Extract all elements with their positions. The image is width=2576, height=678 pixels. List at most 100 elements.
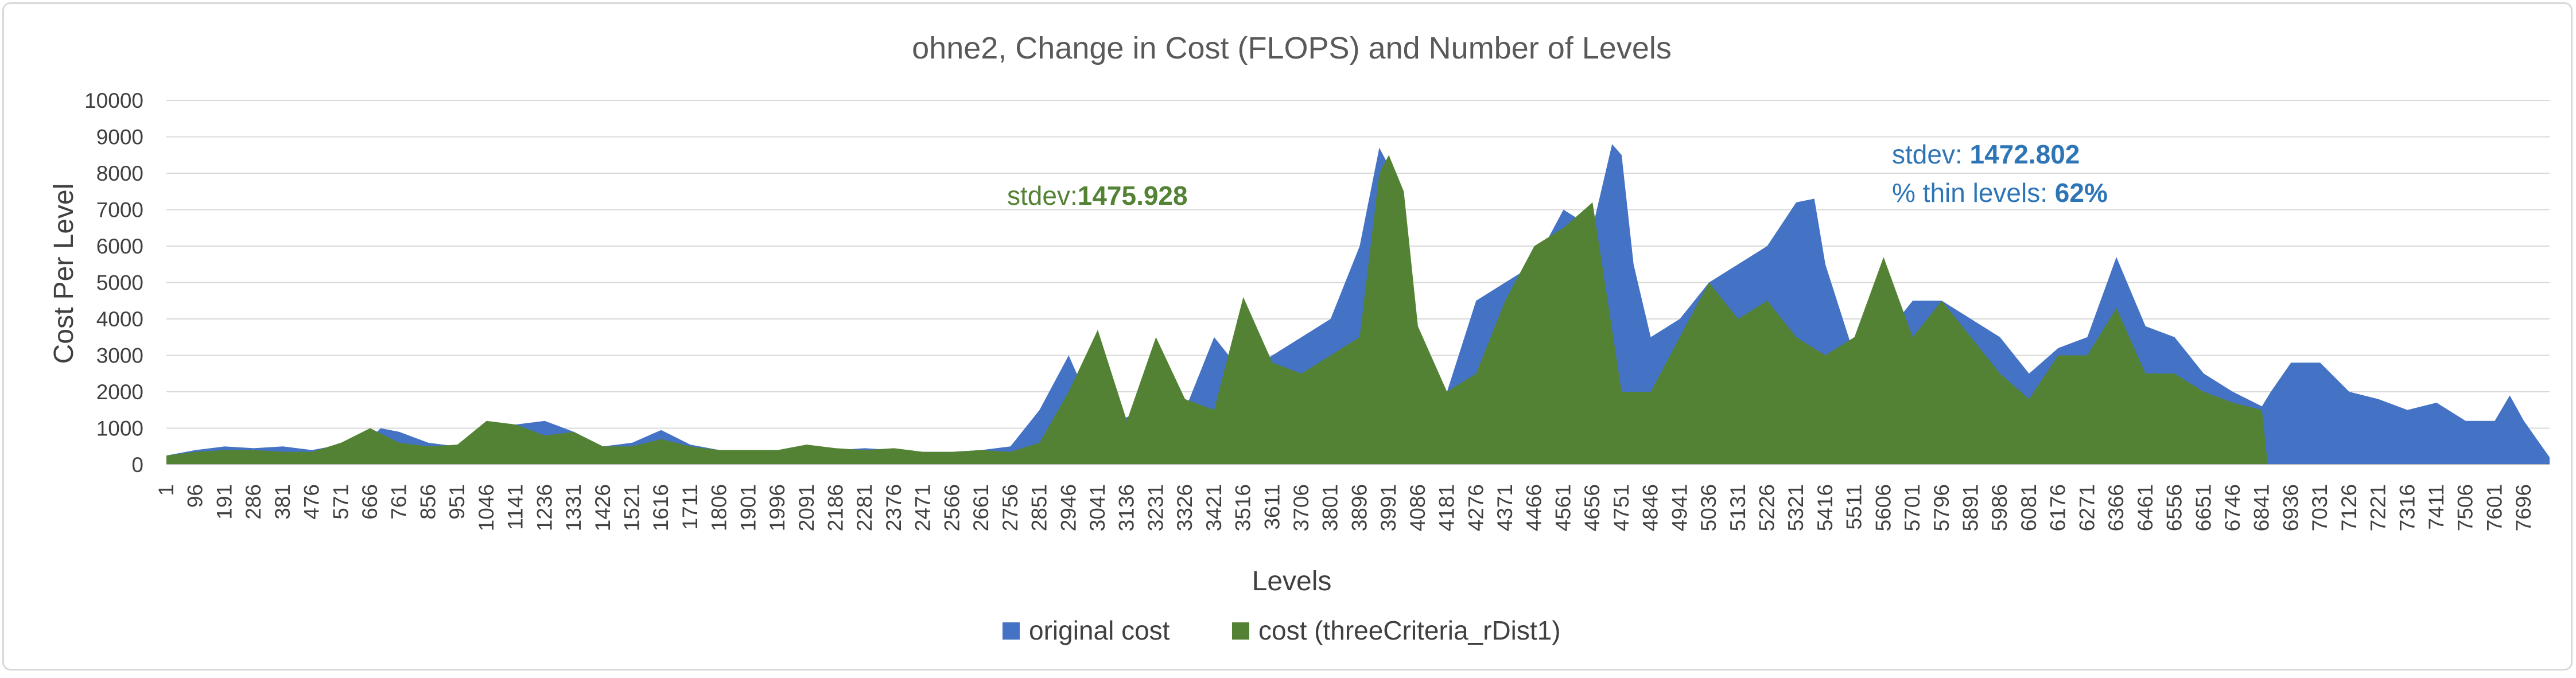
- x-tick-label: 2471: [911, 484, 935, 531]
- x-tick-label: 666: [358, 484, 382, 520]
- x-tick-label: 1141: [504, 484, 527, 530]
- x-tick-label: 2756: [998, 484, 1022, 531]
- x-tick-label: 191: [212, 484, 236, 520]
- x-tick-label: 1901: [736, 484, 760, 531]
- x-tick-label: 1806: [708, 484, 731, 531]
- annotation-orig-thin-prefix: % thin levels:: [1892, 178, 2055, 208]
- x-tick-label: 5036: [1697, 484, 1720, 531]
- x-tick-label: 3231: [1144, 484, 1167, 531]
- x-tick-label: 476: [300, 484, 324, 520]
- x-tick-label: 7221: [2367, 484, 2390, 531]
- annotation-new-stdev: stdev:1475.928: [1007, 181, 1188, 211]
- annotation-orig-stdev-value: 1472.802: [1970, 139, 2080, 169]
- x-tick-label: 2851: [1028, 484, 1051, 531]
- chart-svg: ohne2, Change in Cost (FLOPS) and Number…: [49, 31, 2550, 645]
- x-tick-label: 7316: [2395, 484, 2419, 531]
- x-tick-label: 6556: [2163, 484, 2186, 531]
- x-tick-label: 5511: [1843, 484, 1866, 530]
- x-axis-title: Levels: [1252, 566, 1332, 597]
- x-tick-label: 1996: [766, 484, 789, 531]
- data-areas: [166, 144, 2550, 465]
- x-tick-label: 3326: [1173, 484, 1196, 531]
- x-tick-label: 286: [242, 484, 265, 520]
- y-axis-title: Cost Per Level: [49, 184, 79, 364]
- x-tick-label: 2091: [795, 484, 818, 531]
- x-tick-label: 3991: [1377, 484, 1400, 531]
- y-tick-label: 5000: [96, 271, 143, 295]
- x-tick-label: 5416: [1813, 484, 1837, 531]
- y-tick-label: 4000: [96, 307, 143, 331]
- x-tick-label: 2946: [1056, 484, 1080, 531]
- y-tick-label: 7000: [96, 198, 143, 222]
- x-tick-label: 2186: [824, 484, 848, 531]
- x-tick-label: 6271: [2075, 484, 2099, 531]
- y-tick-label: 3000: [96, 344, 143, 368]
- annotation-orig-stdev-prefix: stdev:: [1892, 139, 1970, 169]
- y-tick-label: 0: [131, 453, 143, 477]
- x-tick-label: 7601: [2482, 484, 2506, 531]
- x-tick-label: 1046: [475, 484, 498, 531]
- x-tick-label: 381: [271, 484, 294, 520]
- x-tick-label: 5226: [1755, 484, 1779, 531]
- x-tick-label: 1331: [562, 484, 585, 531]
- x-tick-label: 7411: [2425, 484, 2448, 530]
- y-tick-label: 1000: [96, 417, 143, 441]
- x-tick-label: 4466: [1522, 484, 1546, 531]
- x-tick-label: 7126: [2337, 484, 2361, 531]
- x-tick-label: 6841: [2250, 484, 2274, 531]
- x-tick-label: 3611: [1260, 484, 1284, 530]
- x-tick-label: 1711: [678, 484, 702, 530]
- x-tick-label: 3706: [1289, 484, 1313, 531]
- x-tick-label: 6176: [2046, 484, 2070, 531]
- x-axis-ticks: 1 96 191 286 381 476 571 666 761 856 951 1046 1141 12…: [154, 484, 2535, 531]
- x-tick-label: 6746: [2221, 484, 2244, 531]
- y-tick-label: 2000: [96, 380, 143, 404]
- annotation-new-stdev-prefix: stdev:: [1007, 181, 1078, 211]
- x-tick-label: 4561: [1552, 484, 1575, 531]
- x-tick-label: 4371: [1493, 484, 1517, 531]
- x-tick-label: 571: [329, 484, 352, 520]
- y-tick-label: 9000: [96, 126, 143, 149]
- x-tick-label: 2281: [853, 484, 876, 531]
- y-axis-ticks: 0 1000 2000 3000 4000 5000 6000 7000 8000 9000 100…: [84, 89, 143, 477]
- x-tick-label: 6081: [2017, 484, 2041, 531]
- x-tick-label: 1616: [649, 484, 673, 531]
- x-tick-label: 2566: [940, 484, 963, 531]
- x-tick-label: 4276: [1464, 484, 1487, 531]
- x-tick-label: 6461: [2134, 484, 2157, 531]
- annotation-new-stdev-value: 1475.928: [1078, 181, 1188, 211]
- x-tick-label: 5606: [1871, 484, 1895, 531]
- x-tick-label: 3801: [1319, 484, 1342, 531]
- annotation-orig-thin: % thin levels: 62%: [1892, 178, 2108, 208]
- x-tick-label: 3041: [1086, 484, 1109, 531]
- x-tick-label: 5131: [1726, 484, 1750, 531]
- x-tick-label: 5891: [1959, 484, 1983, 531]
- x-tick-label: 3136: [1115, 484, 1139, 531]
- x-tick-label: 2661: [969, 484, 993, 531]
- x-tick-label: 4086: [1406, 484, 1429, 531]
- x-tick-label: 3421: [1202, 484, 1226, 531]
- x-tick-label: 1236: [533, 484, 556, 531]
- x-tick-label: 1: [154, 484, 178, 496]
- x-tick-label: 4846: [1639, 484, 1662, 531]
- x-tick-label: 2376: [882, 484, 906, 531]
- legend: original cost cost (threeCriteria_rDist1…: [1003, 615, 1561, 645]
- x-tick-label: 1521: [620, 484, 644, 531]
- x-tick-label: 5701: [1901, 484, 1924, 531]
- x-tick-label: 7696: [2512, 484, 2535, 531]
- legend-label-original: original cost: [1029, 615, 1170, 645]
- y-tick-label: 8000: [96, 162, 143, 185]
- x-tick-label: 7506: [2454, 484, 2477, 531]
- x-tick-label: 6366: [2104, 484, 2128, 531]
- x-tick-label: 7031: [2308, 484, 2332, 531]
- x-tick-label: 4751: [1610, 484, 1633, 531]
- annotation-orig-stdev: stdev: 1472.802: [1892, 139, 2080, 169]
- annotation-orig-thin-value: 62%: [2055, 178, 2108, 208]
- y-tick-label: 6000: [96, 235, 143, 258]
- x-tick-label: 6936: [2279, 484, 2302, 531]
- x-tick-label: 5986: [1988, 484, 2011, 531]
- series-area-three-criteria: [166, 155, 2268, 465]
- x-tick-label: 4941: [1668, 484, 1691, 531]
- legend-swatch-new: [1232, 622, 1249, 640]
